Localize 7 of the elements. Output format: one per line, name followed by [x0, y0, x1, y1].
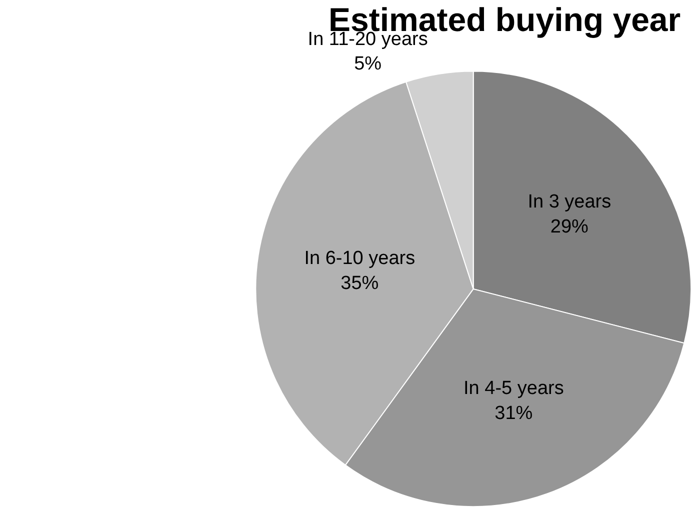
data-label: 31% — [494, 402, 533, 424]
slice-label: In 3 years — [528, 192, 612, 213]
data-label: 5% — [354, 54, 382, 75]
data-label: 35% — [340, 272, 379, 294]
data-label: 29% — [550, 216, 589, 238]
slice-label: In 4-5 years — [464, 378, 564, 400]
slice-label: In 6-10 years — [304, 248, 416, 270]
